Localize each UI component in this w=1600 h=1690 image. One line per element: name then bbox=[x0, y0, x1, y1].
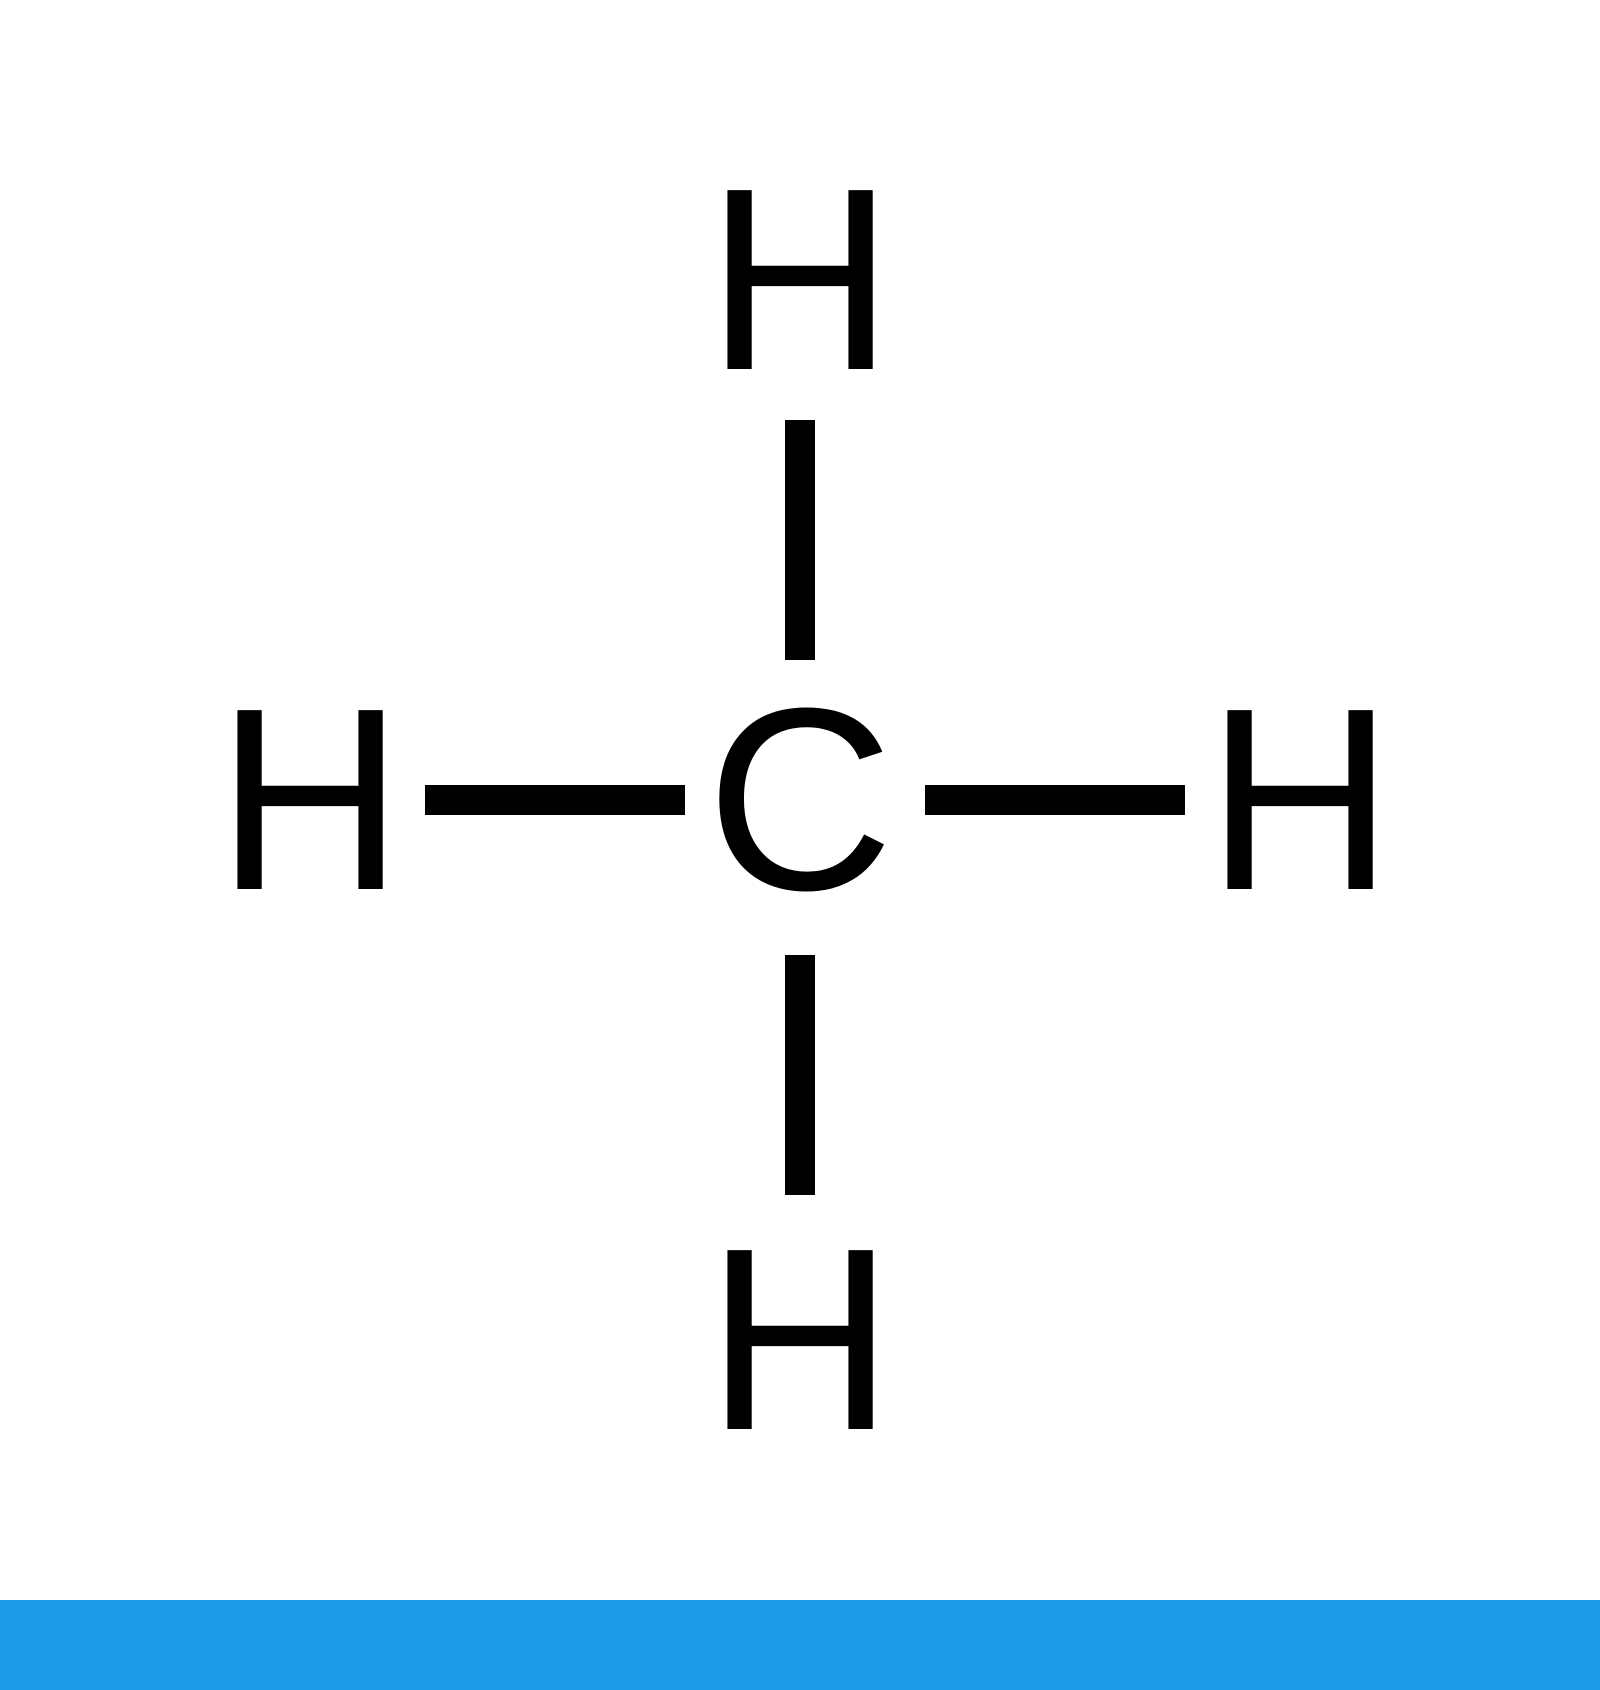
molecule-diagram: C H H H H bbox=[0, 0, 1600, 1600]
atom-center-carbon: C bbox=[706, 670, 894, 930]
atom-h-bottom: H bbox=[706, 1210, 894, 1470]
bond-right bbox=[925, 785, 1185, 815]
bond-bottom bbox=[785, 955, 815, 1195]
atom-h-left: H bbox=[216, 670, 404, 930]
bond-left bbox=[425, 785, 685, 815]
atom-h-top: H bbox=[706, 150, 894, 410]
atom-h-right: H bbox=[1206, 670, 1394, 930]
footer-bar bbox=[0, 1600, 1600, 1690]
bond-top bbox=[785, 420, 815, 660]
